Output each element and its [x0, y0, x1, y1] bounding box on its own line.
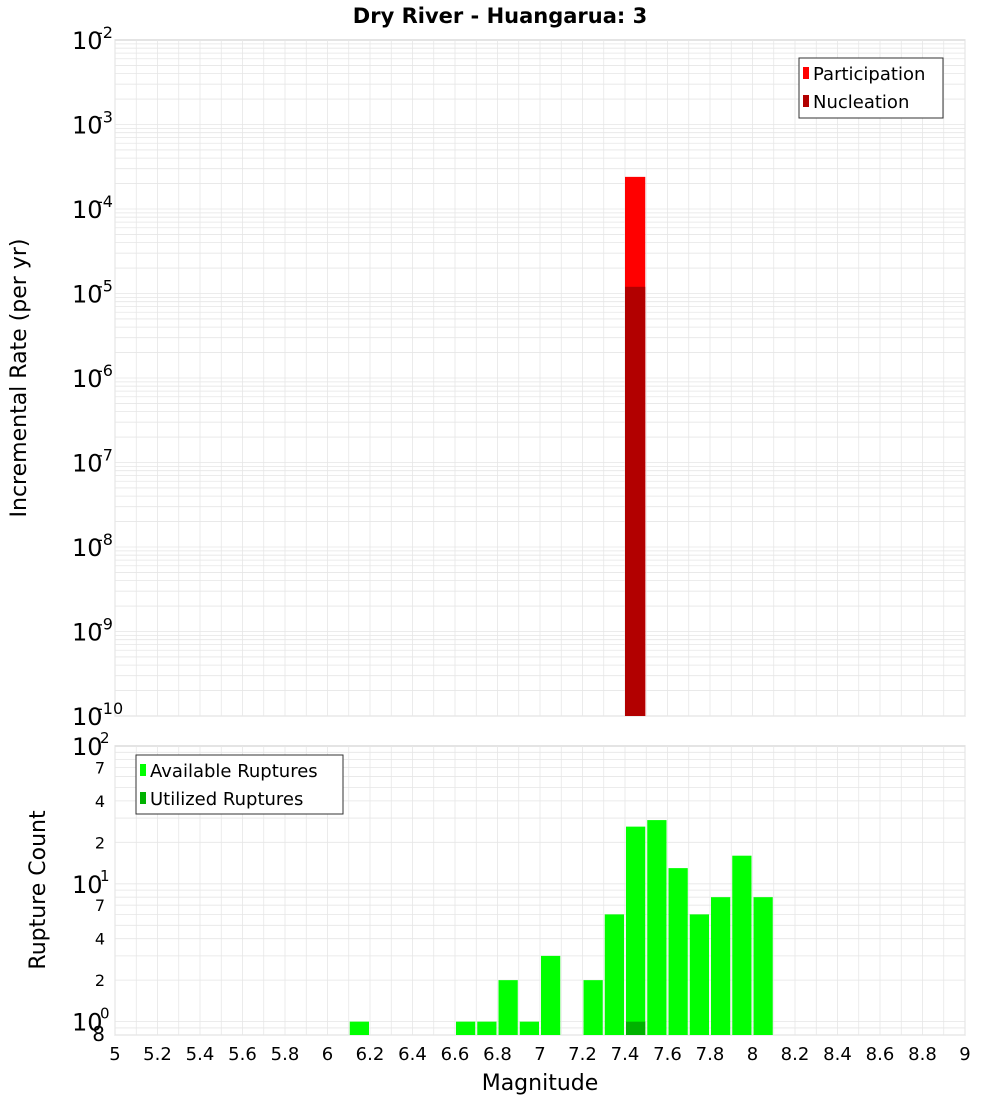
x-tick-label: 6 — [322, 1044, 333, 1065]
y-tick-label: 10 — [72, 196, 103, 224]
y-tick-exponent: -9 — [97, 615, 113, 634]
rate-plot-grid — [114, 40, 966, 717]
bar-available-ruptures — [604, 914, 624, 1035]
x-tick-label: 8.4 — [823, 1044, 852, 1065]
x-tick-label: 5.6 — [228, 1044, 257, 1065]
y-tick-exponent: -6 — [97, 361, 113, 380]
x-tick-label: 6.4 — [398, 1044, 427, 1065]
y-tick-exponent: -5 — [97, 277, 113, 296]
x-tick-label: 8.6 — [866, 1044, 895, 1065]
bar-available-ruptures — [626, 826, 646, 1035]
bar-available-ruptures — [456, 1021, 476, 1035]
count-plot-legend: Available Ruptures Utilized Ruptures — [135, 754, 344, 815]
bar-available-ruptures — [583, 980, 603, 1035]
y-tick-exponent: -4 — [97, 192, 113, 211]
x-tick-label: 5.8 — [271, 1044, 300, 1065]
bar-available-ruptures — [541, 955, 561, 1035]
y-tick-label: 10 — [72, 733, 103, 761]
bar-available-ruptures — [498, 980, 518, 1035]
x-tick-label: 7.4 — [611, 1044, 640, 1065]
y-tick-exponent: 0 — [100, 1005, 110, 1023]
legend-nucleation-label: Nucleation — [813, 92, 909, 113]
rate-plot-y-label: Incremental Rate (per yr) — [7, 239, 32, 518]
y-tick-minor-label: 8 — [92, 1022, 105, 1046]
chart-title: Dry River - Huangarua: 3 — [353, 4, 647, 28]
x-tick-label: 7.2 — [568, 1044, 597, 1065]
y-tick-exponent: -8 — [97, 530, 113, 549]
legend-utilized-label: Utilized Ruptures — [150, 789, 303, 810]
y-tick-label: 10 — [72, 27, 103, 55]
y-tick-label: 10 — [72, 534, 103, 562]
bar-available-ruptures — [732, 855, 752, 1035]
y-tick-minor-label: 7 — [95, 896, 105, 915]
bar-available-ruptures — [668, 868, 688, 1035]
rate-plot-legend: Participation Nucleation — [798, 57, 944, 119]
x-tick-label: 5 — [109, 1044, 120, 1065]
legend-available-label: Available Ruptures — [150, 761, 318, 782]
x-tick-label: 6.2 — [356, 1044, 385, 1065]
y-tick-minor-label: 4 — [95, 930, 105, 949]
y-tick-minor-label: 2 — [95, 971, 105, 990]
x-tick-label: 8 — [747, 1044, 758, 1065]
x-tick-label: 6.6 — [441, 1044, 470, 1065]
bar-utilized-ruptures — [626, 1021, 646, 1035]
x-tick-label: 8.8 — [908, 1044, 937, 1065]
x-tick-label: 6.8 — [483, 1044, 512, 1065]
y-tick-label: 10 — [72, 112, 103, 140]
y-tick-exponent: -10 — [97, 699, 123, 718]
y-tick-minor-label: 2 — [95, 833, 105, 852]
rate-plot-bars — [625, 176, 646, 717]
bar-available-ruptures — [647, 820, 667, 1035]
y-tick-exponent: 2 — [100, 729, 110, 747]
bar-available-ruptures — [753, 897, 773, 1035]
y-tick-exponent: -2 — [97, 23, 113, 42]
x-tick-label: 8.2 — [781, 1044, 810, 1065]
count-plot-y-label: Rupture Count — [26, 810, 51, 970]
bar-available-ruptures — [519, 1021, 539, 1035]
y-tick-exponent: 1 — [100, 867, 110, 885]
count-plot-bars — [349, 820, 773, 1035]
legend-utilized-swatch — [140, 792, 146, 804]
x-tick-label: 7 — [534, 1044, 545, 1065]
y-tick-label: 10 — [72, 619, 103, 647]
x-tick-label: 7.8 — [696, 1044, 725, 1065]
y-tick-label: 10 — [72, 1009, 103, 1037]
bar-available-ruptures — [349, 1021, 369, 1035]
x-tick-label: 5.4 — [186, 1044, 215, 1065]
legend-nucleation-swatch — [803, 95, 809, 107]
y-tick-exponent: -3 — [97, 108, 113, 127]
y-tick-exponent: -7 — [97, 446, 113, 465]
count-plot-legend-box — [135, 754, 344, 815]
bar-available-ruptures — [711, 897, 731, 1035]
bar-nucleation — [625, 286, 646, 716]
x-tick-label: 9 — [959, 1044, 970, 1065]
y-tick-label: 10 — [72, 703, 103, 731]
y-tick-label: 10 — [72, 365, 103, 393]
bar-available-ruptures — [689, 914, 709, 1035]
y-tick-minor-label: 4 — [95, 792, 105, 811]
count-plot-x-ticks: 5 5.2 5.4 5.6 5.8 6 6.2 6.4 6.6 6.8 7 7.2 7.4 7.6 7.8 8… — [109, 1044, 970, 1065]
x-tick-label: 7.6 — [653, 1044, 682, 1065]
y-tick-label: 10 — [72, 281, 103, 309]
x-axis-label: Magnitude — [482, 1071, 599, 1096]
y-tick-label: 10 — [72, 450, 103, 478]
legend-available-swatch — [140, 764, 146, 776]
bar-available-ruptures — [477, 1021, 497, 1035]
rate-plot-legend-box — [798, 57, 944, 119]
legend-participation-label: Participation — [813, 64, 925, 85]
y-tick-minor-label: 7 — [95, 758, 105, 777]
x-tick-label: 5.2 — [143, 1044, 172, 1065]
legend-participation-swatch — [803, 67, 809, 79]
y-tick-label: 10 — [72, 871, 103, 899]
